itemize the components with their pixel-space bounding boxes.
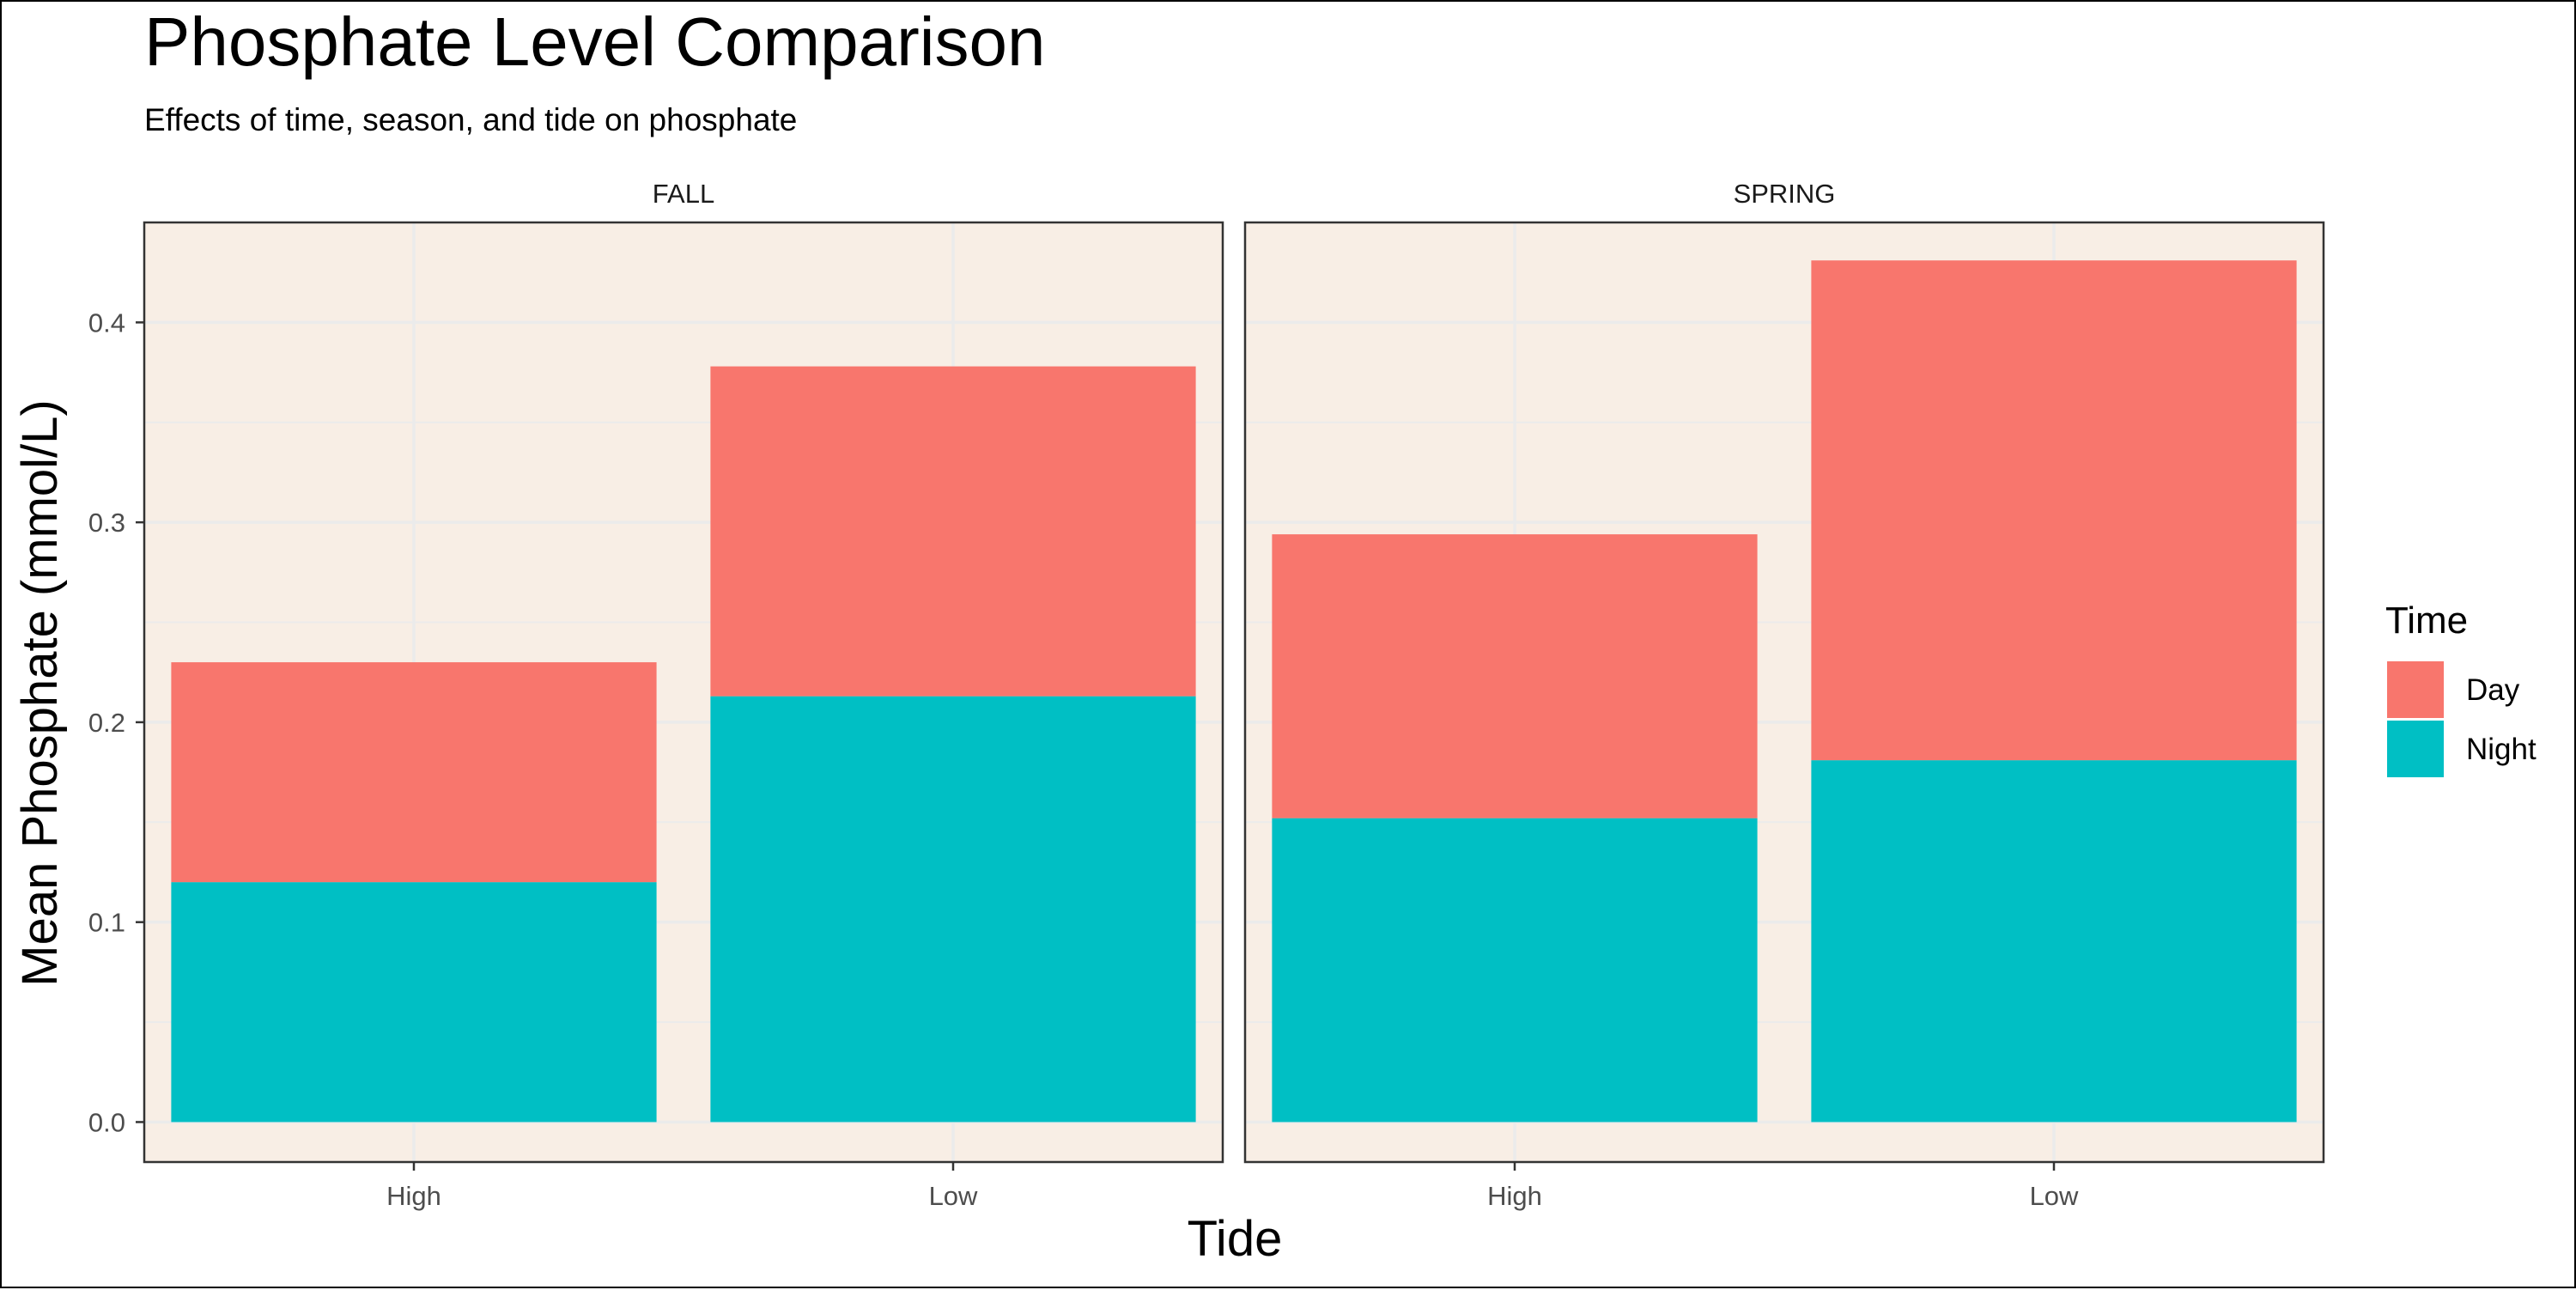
legend-label-day: Day xyxy=(2466,673,2520,707)
legend-key-night xyxy=(2387,721,2444,777)
bar-fall-high-day xyxy=(171,662,657,883)
bar-spring-high-day xyxy=(1272,534,1758,818)
facet-panel-fall: FALL High Low xyxy=(143,179,1224,1211)
x-tick-label: High xyxy=(1487,1181,1542,1211)
bar-fall-low-night xyxy=(710,696,1196,1123)
facet-panel-spring: SPRING High Low xyxy=(1243,179,2325,1211)
y-tick-label: 0.0 xyxy=(88,1107,125,1137)
bar-fall-high-night xyxy=(171,882,657,1123)
y-tick-label: 0.1 xyxy=(88,908,125,938)
x-tick-label: Low xyxy=(929,1181,978,1211)
chart-title: Phosphate Level Comparison xyxy=(144,3,1046,80)
panel-border xyxy=(1243,221,2325,1164)
bar-spring-low-day xyxy=(1811,260,2297,761)
x-tick-label: Low xyxy=(2030,1181,2079,1211)
y-tick-label: 0.4 xyxy=(88,307,125,338)
legend-key-day xyxy=(2387,661,2444,718)
x-tick-label: High xyxy=(386,1181,441,1211)
legend-title: Time xyxy=(2385,599,2468,642)
bar-fall-low-day xyxy=(710,366,1196,697)
panel-border xyxy=(143,221,1224,1164)
legend-label-night: Night xyxy=(2466,733,2537,766)
y-tick-label: 0.3 xyxy=(88,508,125,538)
y-axis-label: Mean Phosphate (mmol/L) xyxy=(12,399,68,986)
bar-spring-low-night xyxy=(1811,760,2297,1123)
plot-layer: FALL High Low SPRING High Low 0.0 0.1 0.2 0.3 0.4 xyxy=(88,179,2325,1211)
legend: Day Night xyxy=(2387,661,2537,777)
y-tick-label: 0.2 xyxy=(88,708,125,738)
chart-subtitle: Effects of time, season, and tide on pho… xyxy=(144,102,797,137)
x-axis-label: Tide xyxy=(1188,1211,1283,1267)
facet-strip-label: SPRING xyxy=(1734,179,1836,209)
bar-spring-high-night xyxy=(1272,818,1758,1123)
facet-strip-label: FALL xyxy=(653,179,714,209)
